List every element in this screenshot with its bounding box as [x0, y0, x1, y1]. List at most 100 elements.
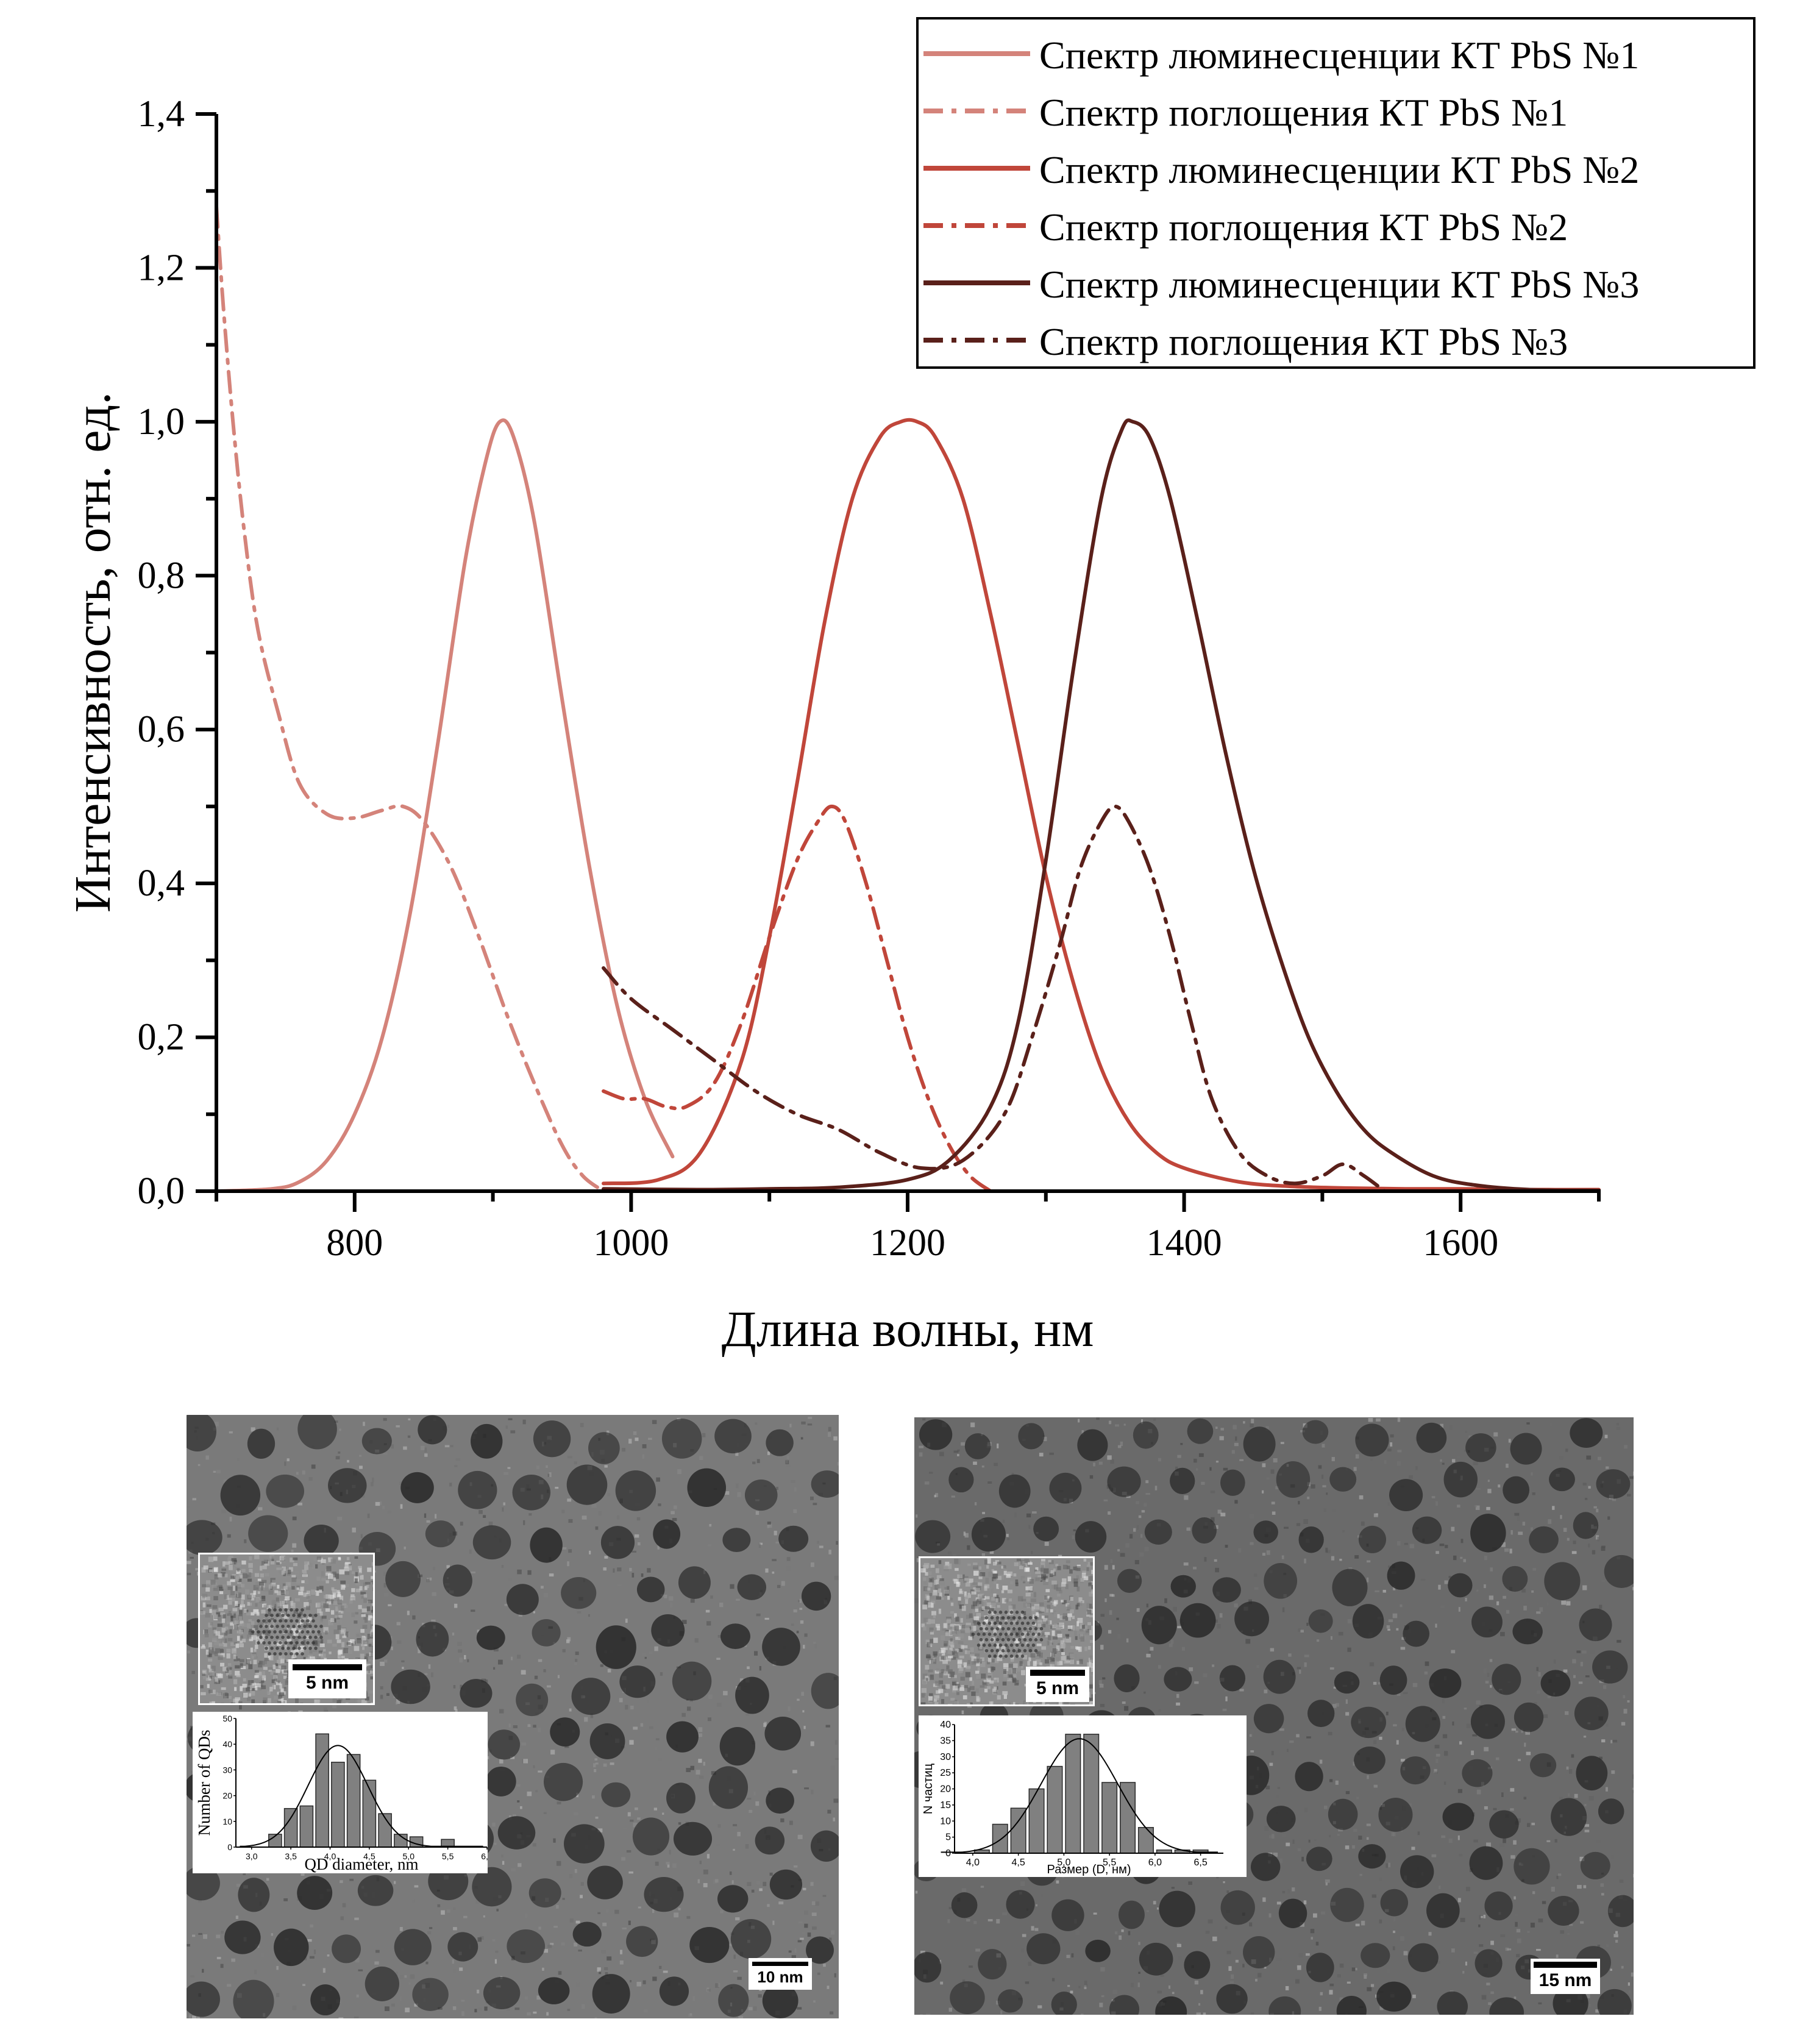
- quantum-dot: [187, 1520, 222, 1556]
- y-axis-title: N частиц: [922, 1764, 935, 1814]
- quantum-dot: [1514, 1848, 1550, 1885]
- quantum-dot: [1298, 1526, 1324, 1553]
- quantum-dot: [1597, 1989, 1632, 2015]
- legend: Спектр люминесценции КТ PbS №1 Спектр пог…: [916, 17, 1756, 369]
- quantum-dot: [327, 1468, 367, 1503]
- legend-label-1: Спектр люминесценции КТ PbS №1: [1039, 34, 1639, 77]
- quantum-dot: [1251, 1853, 1281, 1881]
- x-tick-label: 4,0: [966, 1857, 980, 1868]
- scale-bar-label: 5 nm: [1036, 1678, 1080, 1698]
- crystal-lattice: [971, 1611, 1044, 1658]
- quantum-dot: [1328, 1798, 1358, 1830]
- quantum-dot: [1159, 1890, 1195, 1928]
- quantum-dot: [596, 1625, 636, 1669]
- quantum-dot: [391, 1669, 430, 1704]
- quantum-dot: [615, 1470, 656, 1511]
- quantum-dot: [1400, 1855, 1434, 1889]
- quantum-dot: [274, 1928, 309, 1967]
- quantum-dot: [1512, 1618, 1543, 1645]
- quantum-dot: [533, 1420, 571, 1458]
- quantum-dot: [1596, 1469, 1631, 1499]
- quantum-dot: [361, 1428, 392, 1455]
- quantum-dot: [1306, 1953, 1334, 1982]
- quantum-dot: [1489, 1997, 1524, 2015]
- quantum-dot: [948, 1467, 974, 1493]
- quantum-dot: [810, 1830, 839, 1862]
- quantum-dot: [678, 1566, 711, 1599]
- quantum-dot: [506, 1584, 539, 1615]
- x-tick-label: 3,0: [246, 1851, 258, 1861]
- y-tick-label: 30: [222, 1765, 232, 1775]
- quantum-dot: [651, 1614, 685, 1647]
- quantum-dot: [561, 1576, 597, 1609]
- y-tick-label: 30: [940, 1752, 951, 1762]
- histogram-bar: [1120, 1782, 1136, 1854]
- quantum-dot: [1075, 1521, 1107, 1553]
- series-line-5: [602, 418, 1601, 1192]
- quantum-dot: [636, 1576, 665, 1603]
- quantum-dot: [1051, 1991, 1077, 2015]
- quantum-dot: [1308, 1609, 1333, 1633]
- quantum-dot: [497, 1816, 536, 1850]
- quantum-dot: [1529, 1753, 1557, 1778]
- y-tick-label: 5: [945, 1832, 951, 1843]
- histogram-bar: [1083, 1734, 1100, 1854]
- quantum-dot: [1387, 1561, 1415, 1590]
- x-axis-title: QD diameter, nm: [304, 1855, 418, 1873]
- quantum-dot: [1170, 1575, 1196, 1598]
- y-tick-label: 10: [222, 1817, 232, 1826]
- y-tick-label: 20: [940, 1784, 951, 1795]
- quantum-dot: [587, 1865, 623, 1900]
- y-tick-label: 0,2: [138, 1017, 185, 1058]
- quantum-dot: [488, 1729, 521, 1760]
- hrtem-inset-left: 5 nm: [198, 1553, 375, 1705]
- series-line-2: [215, 204, 606, 1193]
- series-line-3: [602, 418, 1601, 1192]
- quantum-dot: [486, 1766, 516, 1797]
- quantum-dot: [564, 1824, 605, 1864]
- quantum-dot: [766, 1429, 794, 1456]
- quantum-dot: [997, 1989, 1023, 2013]
- quantum-dot: [1475, 1949, 1503, 1978]
- histogram-bar: [1028, 1788, 1045, 1854]
- quantum-dot: [1332, 1569, 1368, 1606]
- x-tick-label: 4,0: [324, 1851, 336, 1861]
- quantum-dot: [1266, 1806, 1296, 1832]
- quantum-dot: [644, 1877, 684, 1912]
- quantum-dot: [1416, 1422, 1447, 1453]
- quantum-dot: [187, 1865, 220, 1901]
- quantum-dot: [1592, 1650, 1628, 1684]
- x-axis-title: Длина волны, нм: [722, 1301, 1094, 1358]
- quantum-dot: [588, 1432, 620, 1464]
- legend-label-3: Спектр люминесценции КТ PbS №2: [1039, 148, 1639, 191]
- y-tick-label: 0,4: [138, 863, 185, 904]
- quantum-dot: [1192, 1517, 1217, 1544]
- scale-bar-label: 10 nm: [757, 1967, 803, 1986]
- quantum-dot: [1510, 1433, 1542, 1465]
- quantum-dot: [1514, 1702, 1544, 1732]
- quantum-dot: [717, 1885, 749, 1913]
- quantum-dot: [1329, 1467, 1357, 1492]
- scale-bar-line: [293, 1664, 362, 1670]
- x-tick-label: 6,0: [1148, 1857, 1162, 1868]
- y-tick-label: 15: [940, 1800, 951, 1811]
- inset-scale-bar-right: 5 nm: [1026, 1667, 1089, 1702]
- quantum-dot: [1351, 1706, 1386, 1739]
- x-tick-label: 5,0: [1057, 1857, 1070, 1868]
- quantum-dot: [1492, 1664, 1521, 1695]
- quantum-dot: [1429, 1668, 1462, 1698]
- quantum-dot: [978, 1949, 1007, 1980]
- quantum-dot: [571, 1678, 611, 1715]
- quantum-dot: [689, 1927, 730, 1964]
- quantum-dot: [332, 1934, 361, 1964]
- quantum-dot: [1117, 1569, 1142, 1593]
- quantum-dot: [394, 1929, 432, 1965]
- quantum-dot: [730, 1918, 772, 1959]
- quantum-dot: [1489, 1810, 1519, 1839]
- quantum-dot: [1026, 1933, 1061, 1965]
- quantum-dot: [443, 1564, 472, 1597]
- quantum-dot: [543, 1762, 583, 1801]
- quantum-dot: [1243, 1426, 1276, 1462]
- quantum-dot: [1470, 1704, 1505, 1739]
- quantum-dot: [238, 1878, 270, 1912]
